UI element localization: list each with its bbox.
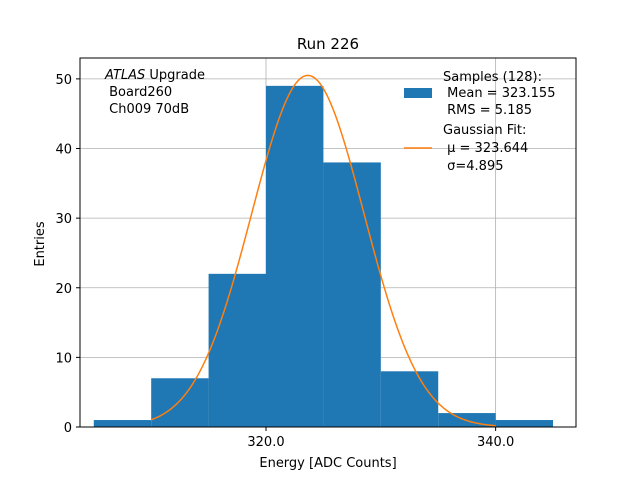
plot-frame: [79, 57, 577, 428]
y-tick-label-0: 0: [64, 421, 72, 436]
legend-hist-line-3: RMS = 5.185: [443, 103, 532, 118]
axis-ticks: 320.0 340.0 0 10 20 30 40 50: [55, 73, 514, 450]
annotation-line-1: ATLAS Upgrade: [104, 68, 205, 83]
gaussian-fit-curve: [150, 74, 496, 427]
y-tick-label-4: 40: [55, 143, 72, 158]
legend: Samples (128): Mean = 323.155 RMS = 5.18…: [404, 70, 555, 174]
y-tick-label-3: 30: [55, 212, 72, 227]
atlas-annotation: ATLAS Upgrade Board260 Ch009 70dB: [104, 68, 205, 117]
y-tick-label-2: 20: [55, 282, 72, 297]
y-tick-label-5: 50: [55, 73, 72, 88]
x-axis-label: Energy [ADC Counts]: [259, 456, 396, 471]
y-axis-label: Entries: [33, 221, 48, 267]
histogram-bar-5: [380, 371, 439, 427]
legend-fit-line-2: μ = 323.644: [443, 141, 528, 156]
histogram-bar-4: [323, 162, 381, 427]
annotation-line-2: Board260: [105, 85, 172, 100]
legend-hist-line-1: Samples (128):: [443, 70, 542, 85]
x-tick-label-1: 340.0: [477, 435, 514, 450]
gaussian-fit: [150, 74, 496, 427]
legend-fit-line-1: Gaussian Fit:: [443, 123, 526, 138]
histogram-bar-7: [495, 420, 554, 427]
legend-fit-line-3: σ=4.895: [443, 159, 503, 174]
chart-title: Run 226: [297, 35, 359, 53]
histogram-bar-1: [151, 378, 209, 427]
histogram-bar-3: [266, 85, 324, 427]
histogram-bar-2: [208, 273, 266, 427]
histogram-bars: [93, 85, 554, 427]
legend-hist-swatch: [404, 88, 432, 98]
annotation-line-3: Ch009 70dB: [105, 102, 189, 117]
atlas-italic: ATLAS: [104, 68, 145, 83]
annotation-upgrade: Upgrade: [145, 68, 205, 83]
x-tick-label-0: 320.0: [247, 435, 284, 450]
y-tick-label-1: 10: [55, 351, 72, 366]
histogram-bar-0: [93, 420, 152, 427]
legend-hist-line-2: Mean = 323.155: [443, 86, 555, 101]
